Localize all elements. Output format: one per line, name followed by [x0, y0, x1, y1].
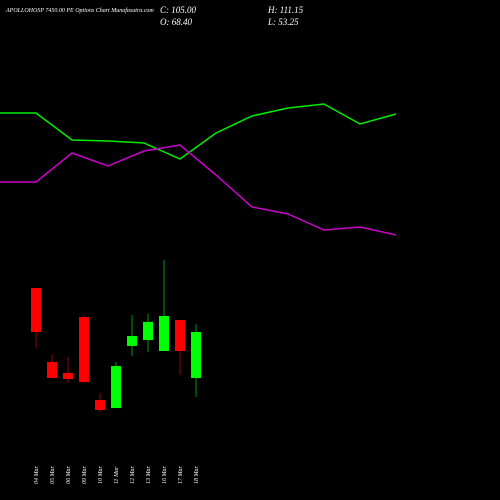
x-tick-label: 13 Mar — [146, 466, 152, 484]
indicator-line — [0, 144, 397, 236]
candle-body — [31, 287, 41, 332]
chart-title: APOLLOHOSP 7450.00 PE Options Chart Muna… — [5, 7, 154, 14]
x-tick-label: 05 Mar — [50, 466, 56, 484]
high-label: H: 111.15 — [267, 5, 304, 15]
low-label: L: 53.25 — [267, 17, 299, 27]
x-tick-label: 17 Mar — [178, 466, 184, 484]
x-tick-label: 18 Mar — [194, 466, 200, 484]
candle-body — [191, 331, 201, 379]
candle-body — [175, 320, 185, 351]
x-tick-label: 10 Mar — [98, 466, 104, 484]
close-label: C: 105.00 — [160, 5, 197, 15]
candle-body — [63, 372, 73, 380]
candle-body — [95, 400, 105, 410]
candle-body — [127, 336, 137, 346]
x-tick-label: 16 Mar — [162, 466, 168, 484]
open-label: O: 68.40 — [160, 17, 192, 27]
candle-body — [159, 316, 169, 351]
x-tick-label: 06 Mar — [66, 466, 72, 484]
candle-body — [143, 321, 153, 341]
candle-body — [79, 317, 89, 383]
candle-body — [47, 362, 57, 379]
candle-body — [111, 366, 121, 409]
indicator-line — [0, 103, 397, 160]
x-tick-label: 11 Mar — [114, 466, 120, 484]
x-tick-label: 04 Mar — [33, 466, 40, 484]
x-tick-label: 09 Mar — [82, 466, 88, 484]
x-tick-label: 12 Mar — [130, 466, 136, 484]
